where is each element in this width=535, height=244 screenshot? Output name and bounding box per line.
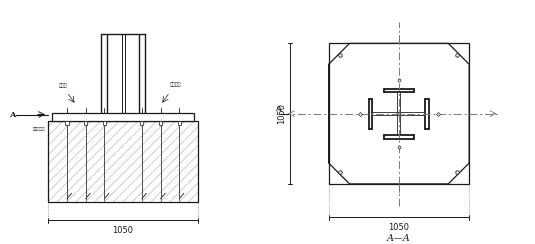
Polygon shape: [328, 43, 469, 184]
Polygon shape: [178, 121, 181, 125]
Text: 1050: 1050: [388, 223, 409, 232]
Polygon shape: [52, 113, 194, 121]
Text: 注脚板: 注脚板: [59, 83, 67, 88]
Text: 1050: 1050: [277, 103, 286, 124]
Text: 1050: 1050: [112, 226, 134, 235]
Text: 底面板大样: 底面板大样: [33, 127, 45, 131]
Polygon shape: [84, 121, 87, 125]
Text: A—A: A—A: [387, 234, 411, 243]
Polygon shape: [103, 121, 106, 125]
Text: 锐固剤件: 锐固剤件: [170, 82, 181, 87]
Text: A: A: [9, 111, 16, 119]
Text: A: A: [276, 105, 281, 113]
Polygon shape: [159, 121, 162, 125]
Polygon shape: [140, 121, 143, 125]
Polygon shape: [65, 121, 68, 125]
